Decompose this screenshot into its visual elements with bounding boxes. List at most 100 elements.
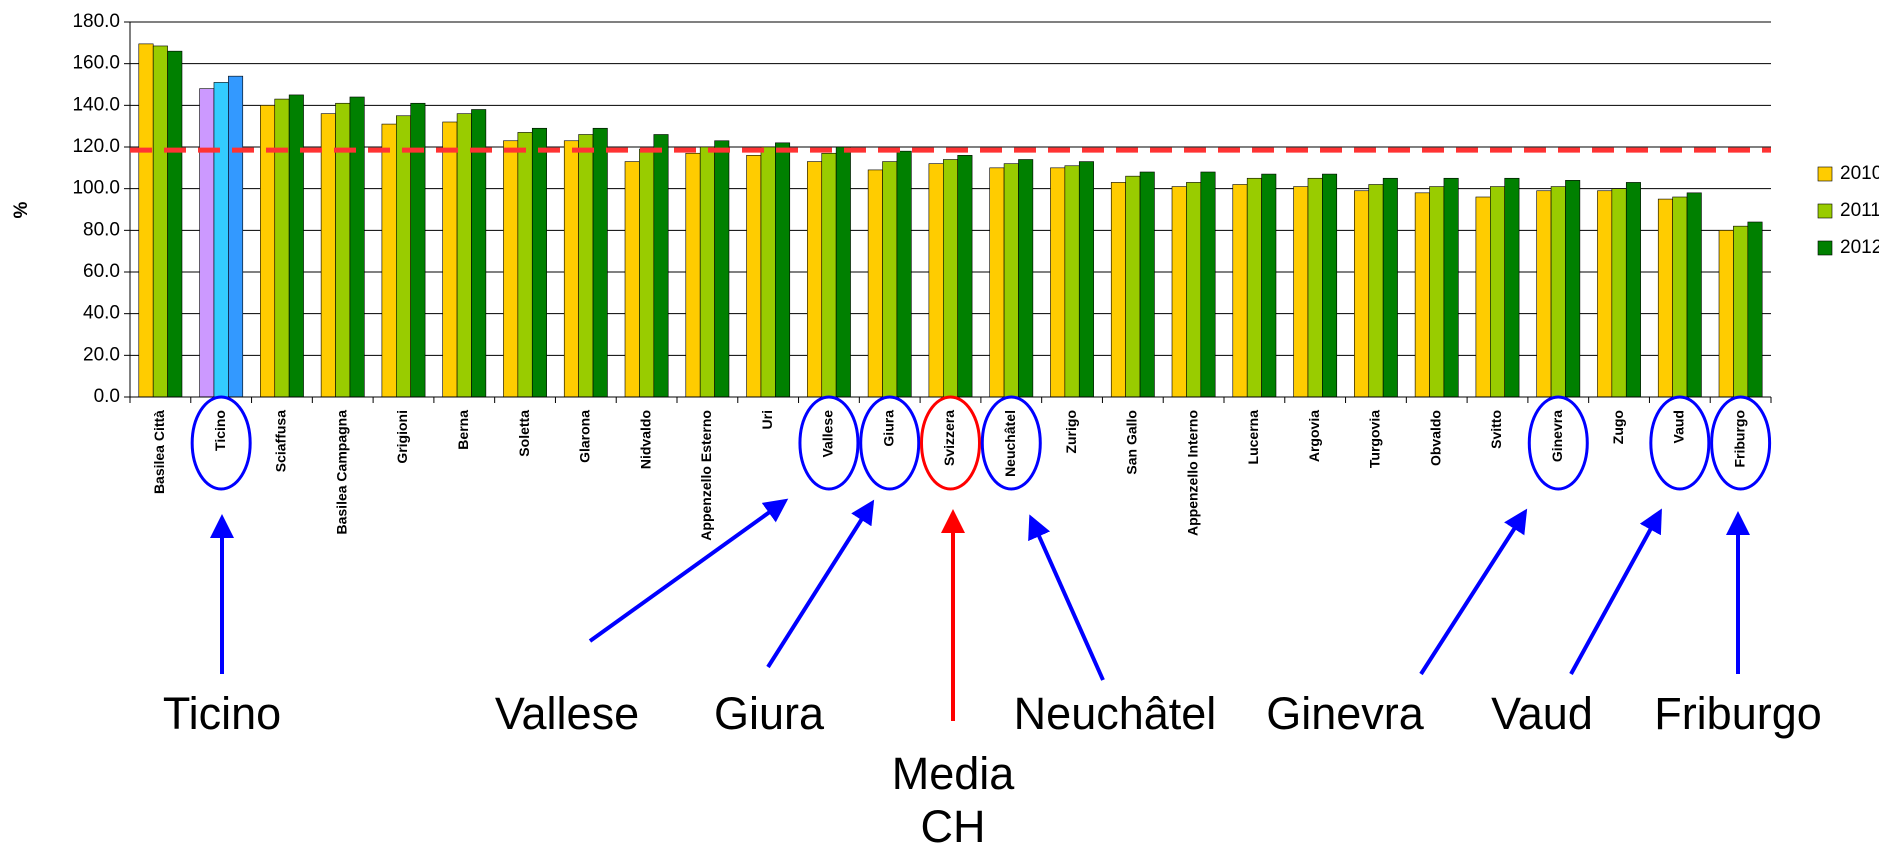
bar <box>639 148 655 398</box>
bar <box>882 161 898 398</box>
highlight-circle <box>1710 395 1772 491</box>
bar <box>563 140 579 398</box>
bar <box>1382 177 1398 398</box>
bar <box>531 127 547 398</box>
highlight-circle <box>1649 395 1711 491</box>
bar <box>1322 173 1338 398</box>
x-tick-label: Basilea Campagna <box>333 410 349 535</box>
highlight-circle <box>190 395 252 491</box>
bar <box>1536 190 1552 398</box>
legend-label: 2011 <box>1840 200 1879 221</box>
highlight-circle <box>980 395 1042 491</box>
x-tick-label: Vaud <box>1671 410 1687 443</box>
bar <box>1565 180 1581 398</box>
bar <box>1414 192 1430 398</box>
y-axis-label: % <box>11 201 32 218</box>
annotation-arrow <box>766 499 875 669</box>
x-tick-label: Ginevra <box>1549 410 1565 462</box>
legend-label: 2012 <box>1840 237 1879 258</box>
x-tick-label: Giura <box>880 410 896 447</box>
bar <box>989 167 1005 398</box>
bar <box>699 146 715 398</box>
bar <box>867 169 883 398</box>
highlight-circle <box>1527 395 1589 491</box>
bar <box>1125 175 1141 398</box>
x-tick-label: Turgovia <box>1367 410 1383 468</box>
annotation-text: Ginevra <box>1266 688 1425 739</box>
bar <box>714 140 730 398</box>
x-tick-label: Zugo <box>1610 410 1626 444</box>
highlight-circle <box>798 395 860 491</box>
x-tick-label: Appenzello Interno <box>1184 410 1200 536</box>
x-tick-label: Glarona <box>577 410 593 463</box>
x-tick-label: Uri <box>759 410 775 429</box>
bar <box>942 159 958 398</box>
bar <box>1733 225 1749 398</box>
bar <box>381 123 397 398</box>
y-tick-label: 180.0 <box>72 11 120 32</box>
annotation-arrow <box>1569 508 1662 675</box>
x-tick-label: Soletta <box>516 410 532 457</box>
x-tick-label: Berna <box>455 410 471 450</box>
annotation-text: CH <box>921 801 986 852</box>
x-tick-label: Zurigo <box>1063 410 1079 454</box>
bar <box>395 115 411 398</box>
bar <box>442 121 458 398</box>
legend-swatch <box>1817 203 1833 219</box>
bar <box>1504 177 1520 398</box>
bar <box>1232 184 1248 398</box>
y-tick-label: 40.0 <box>83 303 120 324</box>
x-tick-label: San Gallo <box>1124 410 1140 475</box>
x-tick-label: Appenzello Esterno <box>698 410 714 541</box>
bar <box>1078 161 1094 398</box>
y-tick-label: 140.0 <box>72 94 120 115</box>
bar <box>775 142 791 398</box>
x-tick-label: Obvaldo <box>1427 410 1443 466</box>
bar <box>1003 163 1019 398</box>
bar <box>1443 177 1459 398</box>
legend-swatch <box>1817 166 1833 182</box>
x-tick-label: Nidvaldo <box>637 410 653 469</box>
bar <box>578 134 594 398</box>
bar <box>1307 177 1323 398</box>
annotation-text: Vaud <box>1491 688 1593 739</box>
highlight-circle <box>920 395 981 491</box>
bar <box>624 161 640 398</box>
y-tick-label: 80.0 <box>83 219 120 240</box>
bar <box>1171 186 1187 398</box>
bar <box>1597 190 1613 398</box>
bar <box>199 88 215 398</box>
annotation-text: Vallese <box>495 688 639 739</box>
bar <box>807 161 823 398</box>
x-tick-label: Lucerna <box>1245 410 1261 465</box>
x-tick-label: Svizzera <box>941 410 957 466</box>
bar <box>592 127 608 398</box>
bar <box>1550 186 1566 398</box>
bar <box>957 155 973 398</box>
bar <box>685 152 701 398</box>
bar <box>1139 171 1155 398</box>
annotation-text: Ticino <box>163 688 281 739</box>
y-tick-label: 20.0 <box>83 344 120 365</box>
legend-swatch <box>1817 240 1833 256</box>
x-tick-label: Argovia <box>1306 410 1322 462</box>
bar <box>653 134 669 398</box>
bar <box>349 96 365 398</box>
bar <box>896 150 912 398</box>
bar <box>1611 188 1627 398</box>
bar <box>274 98 290 398</box>
x-tick-label: Vallese <box>820 410 836 458</box>
bar <box>335 102 351 398</box>
annotation-text: Friburgo <box>1654 688 1822 739</box>
bar <box>1354 190 1370 398</box>
bar <box>1050 167 1066 398</box>
bar <box>821 152 837 398</box>
y-tick-label: 100.0 <box>72 178 120 199</box>
bar <box>228 75 244 398</box>
annotation-text: Media <box>892 748 1016 799</box>
bar <box>835 146 851 398</box>
annotation-text: Giura <box>714 688 825 739</box>
bar <box>1686 192 1702 398</box>
bar <box>1368 184 1384 398</box>
bar <box>213 82 229 398</box>
